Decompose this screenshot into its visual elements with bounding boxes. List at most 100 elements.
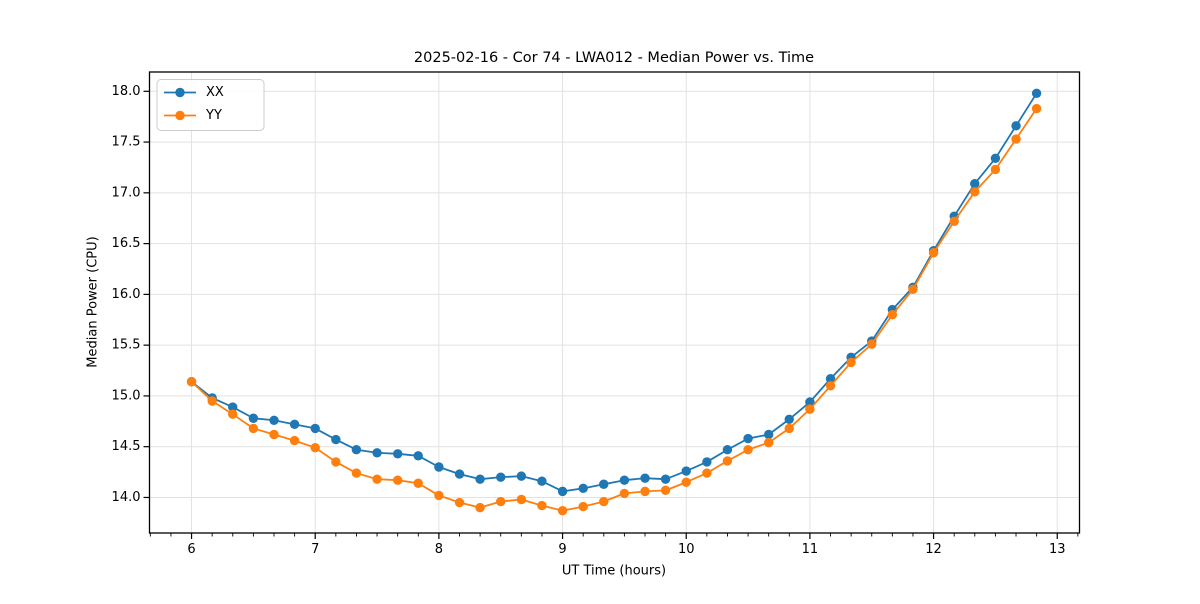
series-xx-marker: [372, 448, 382, 458]
series-yy-marker: [990, 164, 1001, 175]
y-axis-label: Median Power (CPU): [86, 236, 101, 367]
series-xx-marker: [990, 153, 1001, 164]
series-yy-marker: [764, 437, 774, 448]
y-tick-label: 17.5: [112, 135, 141, 150]
series-yy-marker: [825, 381, 836, 391]
series-yy-marker: [867, 339, 877, 349]
series-yy-marker: [413, 478, 423, 488]
legend-label-xx: XX: [206, 85, 224, 100]
series-xx-marker: [660, 474, 671, 484]
series-xx-marker: [454, 469, 465, 479]
series-xx-marker: [228, 402, 238, 412]
series-xx-marker: [640, 473, 650, 483]
y-tick-label: 15.5: [112, 338, 141, 353]
series-xx-marker: [475, 474, 485, 484]
y-tick-label: 16.0: [112, 287, 141, 302]
series-yy-marker: [248, 423, 259, 434]
series-xx-marker: [805, 397, 815, 407]
series-xx-marker: [516, 471, 527, 481]
series-yy-marker: [702, 468, 712, 478]
series-xx-marker: [743, 433, 753, 444]
series-yy-marker: [681, 477, 691, 487]
x-tick-label: 9: [558, 542, 566, 557]
series-yy-marker: [351, 468, 362, 478]
series-yy-marker: [537, 500, 547, 511]
series-yy-marker: [660, 485, 671, 496]
series-xx-marker: [496, 472, 506, 482]
series-yy-marker: [393, 475, 403, 485]
y-tick-label: 17.0: [112, 185, 141, 200]
series-yy-marker: [269, 429, 279, 440]
series-yy-marker: [516, 494, 527, 505]
series-yy-marker: [805, 404, 815, 414]
y-tick-label: 15.0: [112, 388, 141, 403]
series-yy-marker: [372, 474, 382, 484]
series-xx-marker: [289, 419, 300, 430]
series-xx-marker: [393, 449, 403, 459]
series-yy-marker: [949, 216, 959, 226]
series-yy-marker: [207, 396, 217, 406]
series-yy-marker: [722, 456, 733, 466]
series-yy-marker: [496, 496, 506, 507]
legend-label-yy: YY: [205, 108, 222, 123]
x-tick-label: 11: [802, 542, 819, 557]
series-yy-marker: [928, 248, 939, 258]
series-yy-marker: [578, 501, 588, 512]
x-tick-label: 13: [1049, 542, 1066, 557]
y-tick-label: 14.0: [112, 490, 141, 505]
x-tick-label: 12: [925, 542, 942, 557]
y-tick-label: 18.0: [112, 84, 141, 99]
series-xx-marker: [578, 483, 588, 494]
series-xx-marker: [1011, 121, 1021, 131]
x-tick-label: 6: [187, 542, 195, 557]
series-yy-marker: [289, 435, 300, 446]
series-xx-marker: [825, 373, 836, 384]
chart-title: 2025-02-16 - Cor 74 - LWA012 - Median Po…: [414, 50, 814, 66]
series-yy-marker: [454, 497, 465, 508]
series-yy-marker: [186, 377, 197, 387]
series-yy-marker: [557, 505, 568, 516]
series-yy-marker: [1011, 134, 1021, 144]
x-tick-label: 7: [311, 542, 319, 557]
series-xx-marker: [351, 445, 362, 455]
series-yy-marker: [310, 443, 320, 453]
y-tick-label: 14.5: [112, 439, 141, 454]
series-yy-marker: [784, 423, 794, 434]
series-xx-marker: [310, 423, 320, 434]
series-xx-marker: [331, 434, 341, 445]
x-tick-label: 8: [435, 542, 443, 557]
series-xx-marker: [1031, 88, 1042, 99]
series-xx-marker: [269, 415, 279, 425]
series-yy-marker: [970, 187, 980, 197]
x-tick-label: 10: [678, 542, 695, 557]
series-yy-marker: [619, 488, 630, 499]
series-xx-marker: [434, 462, 444, 472]
series-xx-marker: [557, 486, 568, 497]
series-yy-marker: [846, 357, 856, 368]
series-xx-marker: [784, 414, 794, 424]
series-yy-marker: [228, 409, 238, 419]
series-yy-marker: [475, 502, 485, 513]
legend-marker-yy: [175, 110, 185, 121]
series-xx-marker: [970, 178, 980, 189]
series-xx-marker: [413, 451, 423, 461]
series-yy-marker: [599, 496, 609, 507]
series-yy-marker: [331, 457, 341, 467]
series-yy-marker: [434, 490, 444, 501]
plot-area: 6 7 8 9 10 11 12 13 14.0 14.5 15.0 15.5 16.0 16.5 17.0…: [112, 71, 1081, 557]
series-xx-marker: [722, 445, 733, 455]
series-xx-marker: [681, 466, 691, 476]
series-yy-marker: [640, 486, 650, 497]
series-xx-marker: [248, 413, 259, 423]
legend-marker-xx: [175, 87, 185, 98]
series-xx-marker: [619, 475, 630, 485]
x-axis-label: UT Time (hours): [562, 564, 666, 579]
series-yy-marker: [743, 445, 753, 455]
plot-border: [148, 71, 1081, 534]
series-yy-marker: [887, 309, 898, 320]
series-xx-marker: [764, 429, 774, 440]
series-xx-marker: [702, 457, 712, 467]
series-xx-marker: [599, 479, 609, 489]
